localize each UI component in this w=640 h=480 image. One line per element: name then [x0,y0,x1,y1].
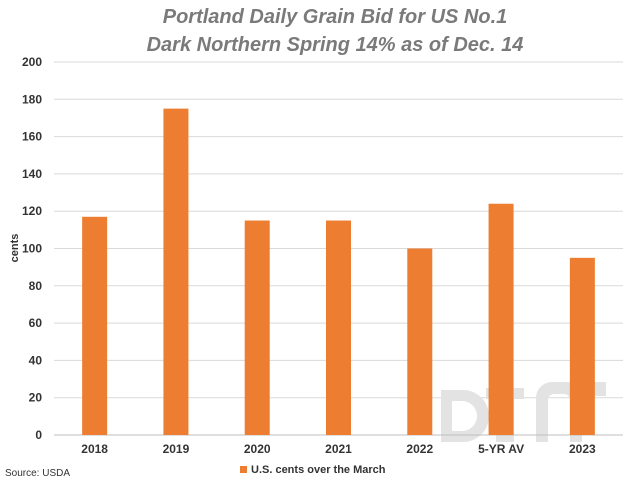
bar [244,220,270,435]
chart-title-line-1: Portland Daily Grain Bid for US No.1 [163,6,508,28]
x-tick-label: 2022 [406,442,433,456]
x-tick-label: 2018 [81,442,108,456]
bars [82,108,595,435]
x-tick-label: 2019 [163,442,190,456]
legend: U.S. cents over the March [240,464,386,476]
bar [569,257,595,435]
y-tick-label: 180 [22,92,42,106]
y-tick-label: 100 [22,242,42,256]
source-note: Source: USDA [5,468,70,479]
bar [326,220,351,435]
y-tick-label: 160 [22,130,42,144]
bar [407,248,433,435]
y-tick-label: 60 [29,316,43,330]
y-tick-label: 0 [35,428,42,442]
legend-label: U.S. cents over the March [251,464,386,476]
y-tick-label: 40 [29,353,43,367]
bar [82,216,108,435]
y-tick-label: 20 [29,391,43,405]
y-axis-label: cents [9,234,21,263]
y-tick-label: 200 [22,55,42,69]
y-tick-label: 140 [22,167,42,181]
x-tick-label: 5-YR AV [478,442,524,456]
bar [488,203,514,435]
x-axis: 2018 2019 2020 2021 2022 5-YR AV 2023 [81,442,596,456]
y-tick-label: 80 [29,279,43,293]
bar [163,108,189,435]
y-axis: 0 20 40 60 80 100 120 140 160 180 200 [22,55,623,442]
x-tick-label: 2023 [569,442,596,456]
x-tick-label: 2020 [244,442,271,456]
x-tick-label: 2021 [325,442,352,456]
y-tick-label: 120 [22,204,42,218]
legend-swatch [240,466,247,473]
chart-title-line-2: Dark Northern Spring 14% as of Dec. 14 [147,34,524,56]
